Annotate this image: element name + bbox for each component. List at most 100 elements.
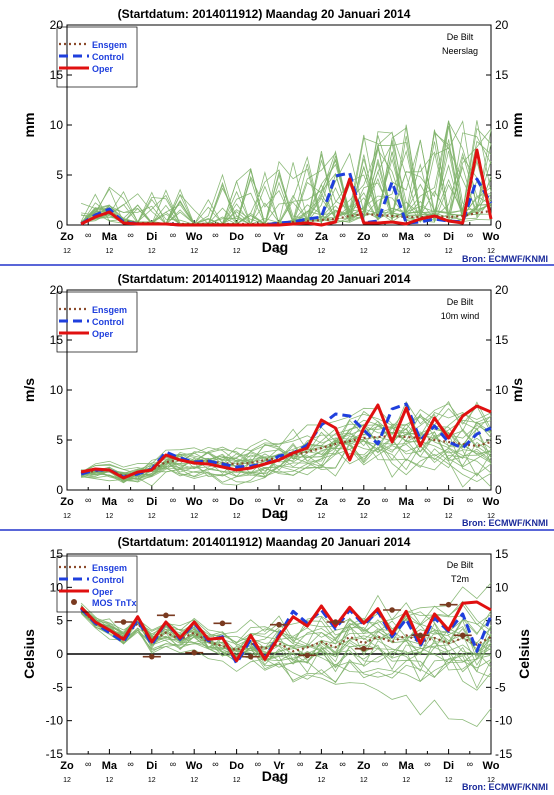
y-axis-title-left: mm [21,113,37,138]
y-tick-label: 20 [50,18,64,32]
y-tick-label: 5 [56,433,63,447]
location-label: De Bilt [447,560,474,570]
hour-label: 12 [148,248,156,255]
day-label: Ma [399,496,415,508]
hour-label: 12 [445,513,453,520]
day-label: Di [146,231,157,243]
legend-label-oper: Oper [92,64,114,74]
hour-label: 12 [190,248,198,255]
midnight-marker: ∞ [424,495,430,505]
y-axis-title-right: m/s [509,378,525,402]
y-tick-label: 0 [56,483,63,497]
legend-label-control: Control [92,317,124,327]
y-tick-label: 10 [495,383,509,397]
day-label: Do [229,231,244,243]
y-tick-label: 15 [495,68,509,82]
day-label: Za [315,496,329,508]
y-axis-title-left: m/s [21,378,37,402]
x-axis-title: Dag [262,505,288,521]
midnight-marker: ∞ [85,759,91,769]
panel-title: (Startdatum: 2014011912) Maandag 20 Janu… [118,272,411,286]
hour-label: 12 [487,248,495,255]
day-label: Wo [483,231,500,243]
legend-label-control: Control [92,575,124,585]
y-tick-label: 15 [495,547,509,561]
hour-label: 12 [233,248,241,255]
y-tick-label: -15 [46,747,64,761]
day-label: Ma [399,231,415,243]
legend-swatch-mos [71,599,77,605]
day-label: Zo [60,760,74,772]
y-tick-label: 5 [56,614,63,628]
source-label: Bron: ECMWF/KNMI [462,782,548,792]
mos-point [304,652,311,659]
mos-point [459,632,466,639]
midnight-marker: ∞ [85,230,91,240]
hour-label: 12 [360,513,368,520]
day-label: Za [315,760,329,772]
source-label: Bron: ECMWF/KNMI [462,518,548,528]
midnight-marker: ∞ [170,495,176,505]
ensemble-member-line [81,407,492,479]
hour-label: 12 [106,248,114,255]
midnight-marker: ∞ [467,230,473,240]
legend-label-ensgem: Ensgem [92,40,127,50]
panel-title: (Startdatum: 2014011912) Maandag 20 Janu… [118,535,411,549]
hour-label: 12 [106,513,114,520]
midnight-marker: ∞ [297,495,303,505]
midnight-marker: ∞ [255,495,261,505]
mos-point [417,632,424,639]
midnight-marker: ∞ [297,759,303,769]
midnight-marker: ∞ [467,495,473,505]
y-tick-label: -5 [52,680,63,694]
midnight-marker: ∞ [85,495,91,505]
y-axis-title-right: mm [509,113,525,138]
mos-point [163,612,169,619]
midnight-marker: ∞ [424,759,430,769]
y-tick-label: 20 [495,18,509,32]
ensemble-member-line [80,600,492,649]
y-tick-label: 0 [495,647,502,661]
y-axis-title-left: Celsius [21,629,37,679]
day-label: Di [146,496,157,508]
y-tick-label: 5 [495,614,502,628]
day-label: Zo [357,496,371,508]
legend-label-oper: Oper [92,329,114,339]
midnight-marker: ∞ [339,759,345,769]
day-label: Za [315,231,329,243]
hour-label: 12 [318,248,326,255]
y-tick-label: 0 [495,218,502,232]
y-tick-label: 5 [495,433,502,447]
hour-label: 12 [318,513,326,520]
ensemble-member-line [80,605,492,664]
day-label: Do [229,760,244,772]
oper-line [80,600,492,663]
midnight-marker: ∞ [339,495,345,505]
ensemble-member-line [81,440,492,488]
hour-label: 12 [63,248,71,255]
ensemble-member-line [80,606,492,663]
day-label: Zo [357,231,371,243]
day-label: Wo [186,496,203,508]
hour-label: 12 [106,777,114,784]
ensemble-member-line [80,139,492,226]
hour-label: 12 [148,777,156,784]
legend-label-ensgem: Ensgem [92,563,127,573]
y-tick-label: 20 [495,283,509,297]
ensemble-member-line [80,612,492,728]
midnight-marker: ∞ [382,230,388,240]
day-label: Vr [273,496,285,508]
ensemble-member-line [80,613,492,666]
x-axis-title: Dag [262,768,288,784]
hour-label: 12 [233,513,241,520]
mos-point [219,620,226,627]
midnight-marker: ∞ [382,495,388,505]
y-tick-label: -10 [495,714,513,728]
legend-box [56,26,138,88]
day-label: Wo [186,231,203,243]
y-tick-label: 10 [495,580,509,594]
y-tick-label: 5 [56,168,63,182]
y-tick-label: 15 [50,547,64,561]
legend-label-oper: Oper [92,587,114,597]
day-label: Wo [483,496,500,508]
